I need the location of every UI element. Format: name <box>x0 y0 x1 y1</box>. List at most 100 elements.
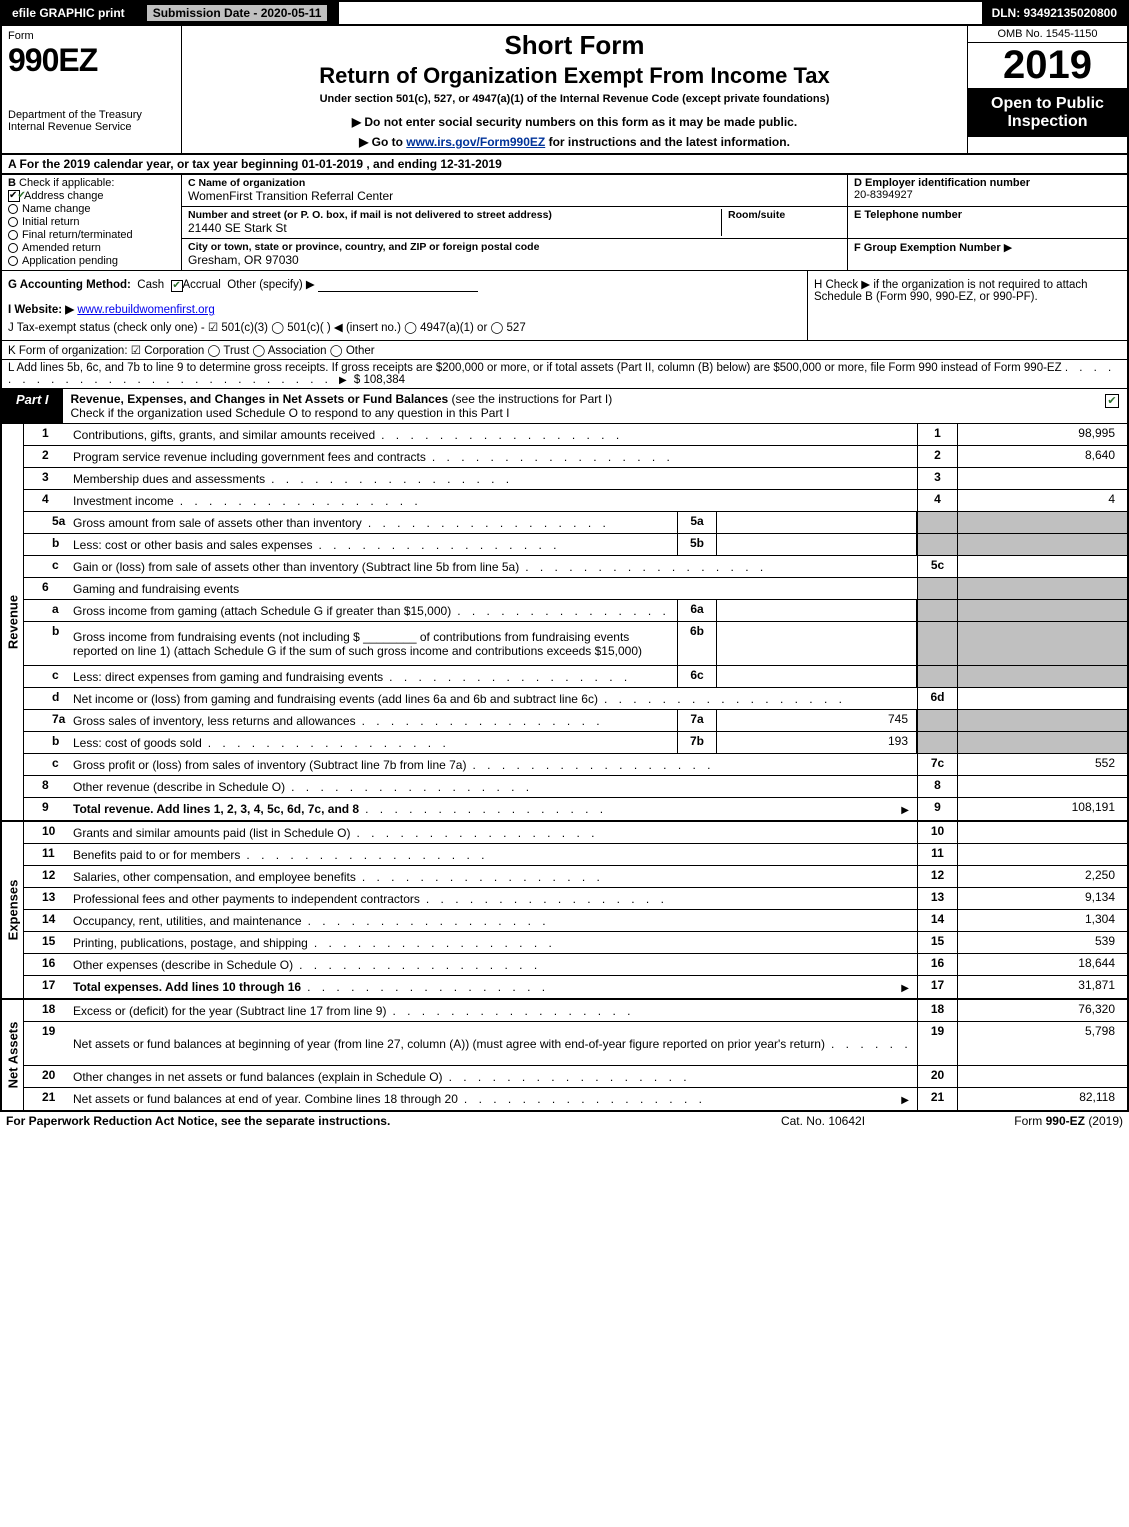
goto-post: for instructions and the latest informat… <box>549 135 790 149</box>
right-line-value: 4 <box>957 490 1127 511</box>
line-description: Gross income from gaming (attach Schedul… <box>69 600 677 621</box>
irs-link[interactable]: www.irs.gov/Form990EZ <box>406 135 545 149</box>
row-g: G Accounting Method: Cash ✔Accrual Other… <box>2 271 807 340</box>
accounting-method-label: G Accounting Method: <box>8 279 131 291</box>
col-b: B Check if applicable: ✔Address changeNa… <box>2 175 182 270</box>
line-number: 14 <box>24 910 69 931</box>
right-line-value: 18,644 <box>957 954 1127 975</box>
radio-icon[interactable] <box>8 243 18 253</box>
table-row: cGross profit or (loss) from sales of in… <box>24 754 1127 776</box>
radio-icon[interactable] <box>8 256 18 266</box>
right-line-value: 1,304 <box>957 910 1127 931</box>
line-description: Professional fees and other payments to … <box>69 888 917 909</box>
group-exemption-arrow: ▶ <box>1004 242 1012 254</box>
shaded-cell <box>917 732 957 753</box>
radio-icon[interactable] <box>8 230 18 240</box>
right-line-number: 14 <box>917 910 957 931</box>
checkbox-line: Final return/terminated <box>8 229 175 241</box>
checkbox-label: Name change <box>22 203 91 215</box>
right-line-number: 12 <box>917 866 957 887</box>
right-line-number: 17 <box>917 976 957 998</box>
netassets-vtext: Net Assets <box>5 1022 20 1089</box>
omb-number: OMB No. 1545-1150 <box>968 26 1127 43</box>
line-description: Membership dues and assessments. . . . .… <box>69 468 917 489</box>
ein-label: D Employer identification number <box>854 177 1121 189</box>
line-description: Gross profit or (loss) from sales of inv… <box>69 754 917 775</box>
line-number: 10 <box>24 822 69 843</box>
expenses-vtext: Expenses <box>5 880 20 941</box>
line-description: Program service revenue including govern… <box>69 446 917 467</box>
line-number: 4 <box>24 490 69 511</box>
right-line-value <box>957 556 1127 577</box>
shaded-cell <box>917 534 957 555</box>
mid-line-number: 5a <box>677 512 717 533</box>
radio-icon[interactable] <box>8 217 18 227</box>
revenue-vlabel: Revenue <box>2 424 24 820</box>
table-row: aGross income from gaming (attach Schedu… <box>24 600 1127 622</box>
revenue-section: Revenue 1Contributions, gifts, grants, a… <box>0 424 1129 822</box>
table-row: cGain or (loss) from sale of assets othe… <box>24 556 1127 578</box>
netassets-section: Net Assets 18Excess or (deficit) for the… <box>0 1000 1129 1112</box>
line-description: Benefits paid to or for members. . . . .… <box>69 844 917 865</box>
right-line-value: 2,250 <box>957 866 1127 887</box>
form-header: Form 990EZ Department of the Treasury In… <box>0 24 1129 155</box>
right-line-number: 10 <box>917 822 957 843</box>
table-row: 1Contributions, gifts, grants, and simil… <box>24 424 1127 446</box>
checkbox-label: Address change <box>24 190 104 202</box>
header-center: Short Form Return of Organization Exempt… <box>182 26 967 153</box>
other-specify-input[interactable] <box>318 278 478 292</box>
shaded-cell <box>917 512 957 533</box>
right-line-value <box>957 688 1127 709</box>
website-link[interactable]: www.rebuildwomenfirst.org <box>77 304 214 316</box>
expenses-vlabel: Expenses <box>2 822 24 998</box>
line-number: 18 <box>24 1000 69 1021</box>
table-row: 14Occupancy, rent, utilities, and mainte… <box>24 910 1127 932</box>
shaded-cell <box>957 622 1127 665</box>
efile-button[interactable]: efile GRAPHIC print <box>2 2 137 24</box>
right-line-number: 13 <box>917 888 957 909</box>
radio-icon[interactable] <box>8 204 18 214</box>
line-number: b <box>24 732 69 753</box>
submission-wrap: Submission Date - 2020-05-11 <box>137 2 340 24</box>
checkbox-label: Application pending <box>22 255 118 267</box>
line-description: Gross amount from sale of assets other t… <box>69 512 677 533</box>
city-value: Gresham, OR 97030 <box>188 253 841 267</box>
right-line-value: 108,191 <box>957 798 1127 820</box>
line-number: 1 <box>24 424 69 445</box>
revenue-table: 1Contributions, gifts, grants, and simil… <box>24 424 1127 820</box>
arrow-icon <box>897 980 913 994</box>
line-number: 13 <box>24 888 69 909</box>
line-number: d <box>24 688 69 709</box>
top-spacer <box>339 2 981 24</box>
mid-line-value <box>717 666 917 687</box>
shaded-cell <box>957 600 1127 621</box>
revenue-vtext: Revenue <box>5 595 20 649</box>
mid-line-number: 6a <box>677 600 717 621</box>
mid-line-number: 6c <box>677 666 717 687</box>
table-row: 19Net assets or fund balances at beginni… <box>24 1022 1127 1066</box>
line-number: c <box>24 556 69 577</box>
mid-line-value: 193 <box>717 732 917 753</box>
website-label: I Website: ▶ <box>8 304 74 316</box>
mid-line-value <box>717 622 917 665</box>
table-row: bLess: cost or other basis and sales exp… <box>24 534 1127 556</box>
checkbox-line: ✔ Address change <box>8 190 175 202</box>
addr-value: 21440 SE Stark St <box>188 221 721 235</box>
netassets-vlabel: Net Assets <box>2 1000 24 1110</box>
dln-label: DLN: 93492135020800 <box>982 2 1127 24</box>
shaded-cell <box>957 512 1127 533</box>
part-1-schedule-o-checkbox[interactable]: ✔ <box>1105 394 1119 408</box>
table-row: dNet income or (loss) from gaming and fu… <box>24 688 1127 710</box>
line-description: Gain or (loss) from sale of assets other… <box>69 556 917 577</box>
mid-line-number: 7a <box>677 710 717 731</box>
line-number: 11 <box>24 844 69 865</box>
checkbox-icon[interactable]: ✔ <box>8 190 20 202</box>
table-row: 11Benefits paid to or for members. . . .… <box>24 844 1127 866</box>
line-number: 12 <box>24 866 69 887</box>
line-number: 15 <box>24 932 69 953</box>
line-description: Net income or (loss) from gaming and fun… <box>69 688 917 709</box>
accrual-checkbox[interactable]: ✔ <box>171 280 183 292</box>
paperwork-notice: For Paperwork Reduction Act Notice, see … <box>6 1114 723 1128</box>
shaded-cell <box>917 600 957 621</box>
ein-value: 20-8394927 <box>854 189 1121 201</box>
